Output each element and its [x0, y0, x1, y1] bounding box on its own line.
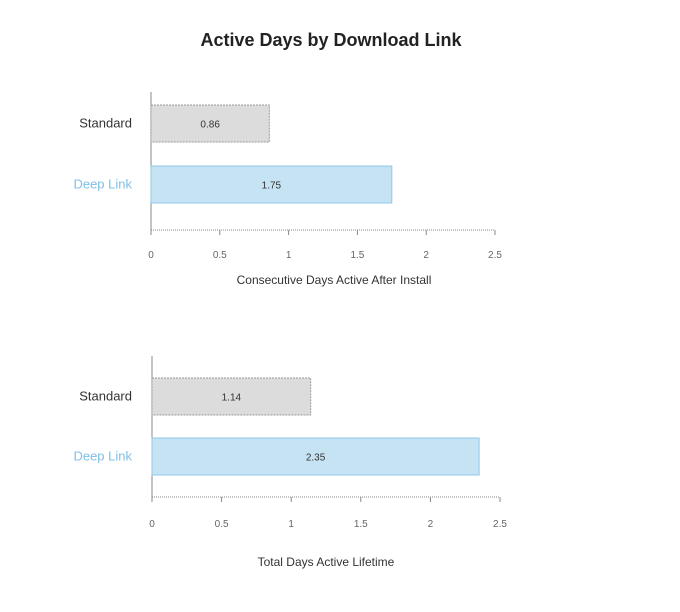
- bar-standard: [151, 377, 312, 416]
- x-tick-label: 1: [286, 250, 292, 261]
- bar-value-label: 1.14: [222, 393, 242, 404]
- bar-deep-link: [151, 437, 480, 476]
- x-tick-label: 0.5: [213, 250, 227, 261]
- x-tick-label: 0: [148, 250, 154, 261]
- x-tick-label: 2.5: [488, 250, 502, 261]
- category-label-standard: Standard: [79, 389, 132, 404]
- bar-value-label: 1.75: [262, 181, 282, 192]
- x-tick-label: 2.5: [493, 519, 507, 530]
- bar-deep-link: [150, 165, 393, 204]
- category-label-deep-link: Deep Link: [73, 449, 132, 464]
- x-axis-title: Total Days Active Lifetime: [258, 555, 395, 569]
- bar-value-label: 0.86: [200, 120, 220, 131]
- bar-value-label: 2.35: [306, 453, 326, 464]
- chart-1: 0 0.5 1 1.5 2 2.5 0.86 Standard 1.75 Deep Link Con…: [73, 92, 502, 287]
- x-tick-label: 1.5: [354, 519, 368, 530]
- x-tick-label: 0: [149, 519, 155, 530]
- x-tick-label: 2: [428, 519, 434, 530]
- x-tick-label: 1: [288, 519, 294, 530]
- x-tick-label: 0.5: [215, 519, 229, 530]
- category-label-standard: Standard: [79, 116, 132, 131]
- chart-title: Active Days by Download Link: [200, 30, 462, 50]
- x-tick-label: 2: [423, 250, 429, 261]
- chart-2: 0 0.5 1 1.5 2 2.5 1.14 Standard 2.35 Deep Link Tot…: [73, 356, 507, 569]
- category-label-deep-link: Deep Link: [73, 177, 132, 192]
- x-tick-label: 1.5: [350, 250, 364, 261]
- x-axis-title: Consecutive Days Active After Install: [237, 273, 432, 287]
- bar-standard: [150, 104, 270, 143]
